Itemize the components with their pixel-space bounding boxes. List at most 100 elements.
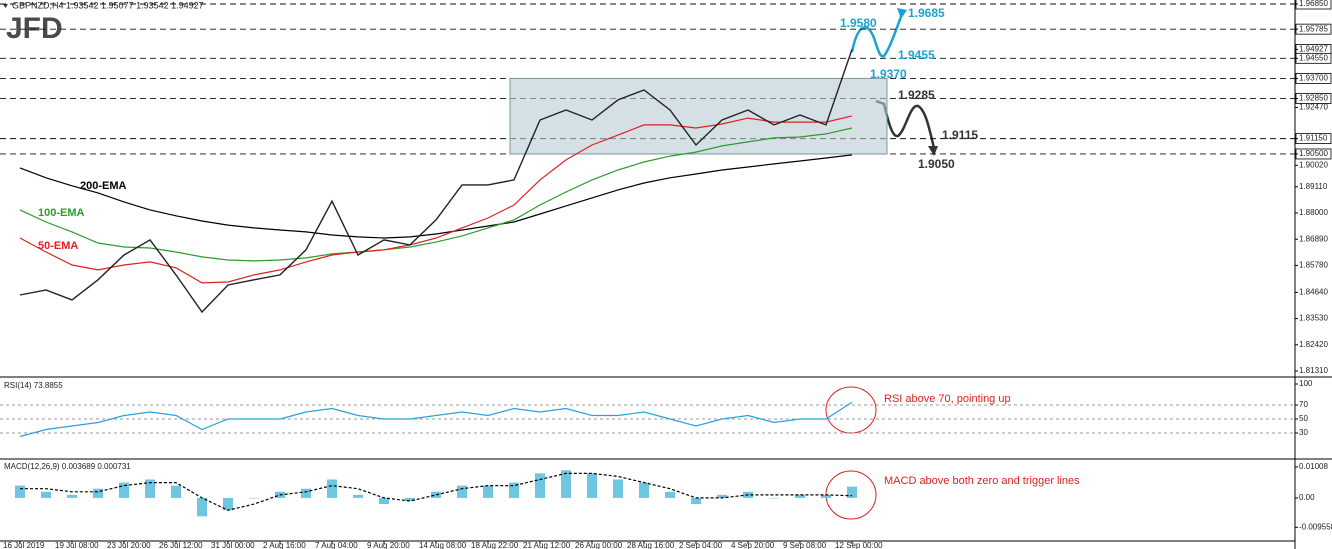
level-annotation: 1.9285	[898, 88, 935, 102]
x-tick-label: 2 Sep 04:00	[679, 541, 723, 549]
y-tick-label: 1.92470	[1299, 103, 1328, 112]
y-tick-label: 1.89110	[1299, 182, 1328, 191]
macd-bar	[821, 494, 831, 498]
y-tick-label: 1.94927	[1299, 45, 1328, 54]
x-tick-label: 16 Jul 2019	[3, 541, 45, 549]
header-icon	[3, 4, 8, 8]
y-tick-label: 50	[1299, 414, 1308, 423]
bullish-arrow	[850, 13, 904, 58]
panel-annotation: RSI above 70, pointing up	[884, 393, 1011, 405]
macd-bar	[67, 494, 77, 498]
macd-bar	[717, 494, 727, 498]
highlight-circle	[825, 386, 877, 434]
macd-bar	[561, 470, 571, 498]
x-tick-label: 28 Aug 16:00	[627, 541, 675, 549]
ema-label: 100-EMA	[38, 207, 85, 219]
level-annotation: 1.9115	[942, 128, 978, 142]
y-tick-label: 1.91150	[1299, 134, 1328, 143]
macd-bar	[665, 491, 675, 498]
macd-bar	[535, 473, 545, 498]
macd-bar	[41, 491, 51, 498]
y-tick-label: 1.85780	[1299, 261, 1328, 270]
bearish-arrow	[875, 99, 936, 149]
x-tick-label: 19 Jul 08:00	[55, 541, 99, 549]
x-tick-label: 7 Aug 04:00	[315, 541, 358, 549]
ema-label: 200-EMA	[80, 180, 127, 192]
level-annotation: 1.9580	[840, 16, 877, 30]
y-tick-label: 1.81310	[1299, 366, 1328, 375]
level-annotation: 1.9370	[870, 67, 907, 81]
macd-bar	[587, 473, 597, 498]
level-annotation: 1.9455	[898, 48, 935, 62]
y-tick-label: 1.90500	[1299, 149, 1328, 158]
x-tick-label: 21 Aug 12:00	[523, 541, 571, 549]
y-tick-label: 1.94550	[1299, 53, 1328, 62]
macd-bar	[483, 485, 493, 498]
ema-line	[19, 115, 853, 284]
macd-bar	[249, 497, 259, 499]
macd-bar	[301, 488, 311, 498]
range-box	[509, 77, 888, 155]
y-tick-label: 1.96850	[1299, 0, 1328, 8]
logo: JFD	[6, 12, 63, 45]
y-tick-label: 1.83530	[1299, 314, 1328, 323]
x-tick-label: 14 Aug 08:00	[419, 541, 467, 549]
signal-line	[20, 472, 853, 511]
y-tick-label: 1.93700	[1299, 74, 1328, 83]
macd-bar	[457, 485, 467, 498]
y-tick-label: 1.90020	[1299, 160, 1328, 169]
macd-bar	[223, 497, 233, 511]
macd-bar	[691, 497, 701, 505]
y-tick-label: 1.82420	[1299, 340, 1328, 349]
macd-bar	[769, 497, 779, 499]
y-tick-label: 1.95785	[1299, 24, 1328, 33]
y-tick-label: 1.92850	[1299, 94, 1328, 103]
x-tick-label: 9 Aug 20:00	[367, 541, 410, 549]
panel-title: RSI(14) 73.8855	[4, 381, 63, 390]
macd-bar	[509, 482, 519, 498]
macd-bar	[379, 497, 389, 505]
x-tick-label: 9 Sep 08:00	[783, 541, 827, 549]
x-tick-label: 18 Aug 22:00	[471, 541, 519, 549]
macd-bar	[405, 497, 415, 501]
x-tick-label: 2 Aug 16:00	[263, 541, 306, 549]
x-tick-label: 12 Sep 00:00	[835, 541, 883, 549]
y-tick-label: 70	[1299, 400, 1308, 409]
x-tick-label: 23 Jul 20:00	[107, 541, 151, 549]
level-annotation: 1.9050	[918, 157, 955, 171]
ema-line	[19, 127, 853, 262]
panel-title: MACD(12,26,9) 0.003689 0.000731	[4, 462, 131, 471]
header: GBPNZD,H4 1.93542 1.95077 1.93542 1.9492…	[12, 0, 204, 10]
macd-bar	[145, 479, 155, 498]
y-tick-label: 0.01008	[1299, 462, 1328, 471]
macd-bar	[613, 479, 623, 498]
price-line	[19, 49, 853, 314]
x-tick-label: 26 Jul 12:00	[159, 541, 203, 549]
y-tick-label: -0.009558	[1299, 522, 1332, 531]
macd-bar	[639, 482, 649, 498]
macd-bar	[327, 479, 337, 498]
x-tick-label: 31 Jul 00:00	[211, 541, 255, 549]
macd-bar	[353, 494, 363, 498]
x-tick-label: 26 Aug 00:00	[575, 541, 623, 549]
y-tick-label: 30	[1299, 428, 1308, 437]
macd-bar	[93, 488, 103, 498]
rsi-line	[19, 401, 853, 438]
level-annotation: 1.9685	[908, 6, 945, 20]
macd-bar	[431, 491, 441, 498]
ema-line	[19, 154, 853, 239]
macd-bar	[197, 497, 207, 517]
y-tick-label: 1.86890	[1299, 234, 1328, 243]
panel-annotation: MACD above both zero and trigger lines	[884, 475, 1080, 487]
y-tick-label: 100	[1299, 379, 1313, 388]
arrow-head	[928, 146, 938, 156]
macd-bar	[119, 482, 129, 498]
y-tick-label: 1.84640	[1299, 287, 1328, 296]
y-tick-label: 1.88000	[1299, 208, 1328, 217]
macd-bar	[15, 485, 25, 498]
macd-bar	[847, 486, 857, 498]
macd-bar	[171, 485, 181, 498]
y-tick-label: 0.00	[1299, 493, 1315, 502]
macd-bar	[795, 494, 805, 498]
